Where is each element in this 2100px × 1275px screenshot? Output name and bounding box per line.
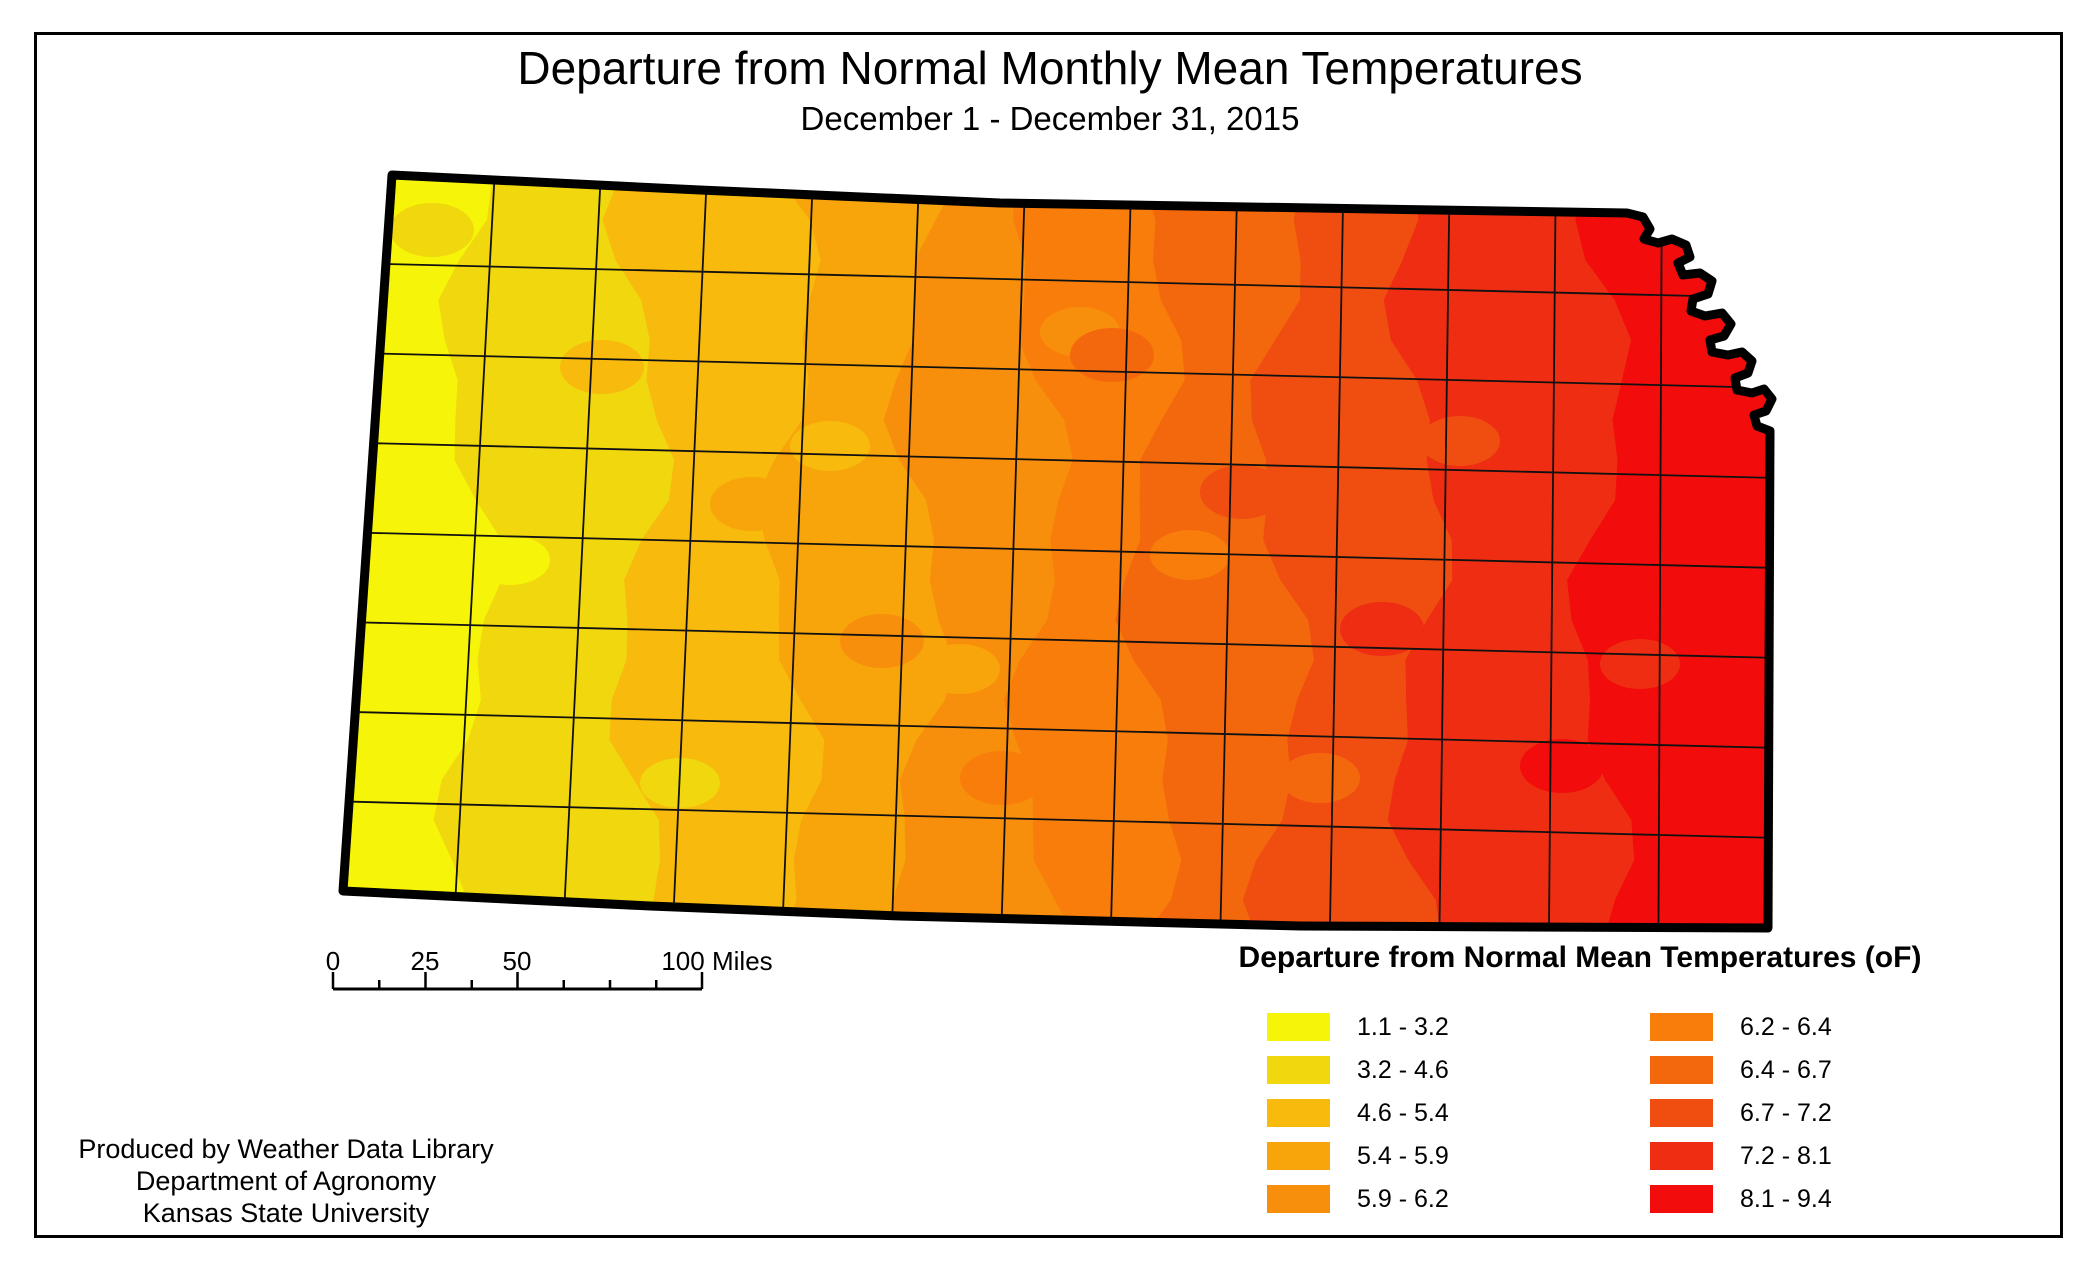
legend-item: 1.1 - 3.2 xyxy=(1267,1013,1449,1041)
legend-item: 5.9 - 6.2 xyxy=(1267,1185,1449,1213)
legend-range-label: 7.2 - 8.1 xyxy=(1740,1141,1832,1170)
legend-swatch xyxy=(1650,1013,1713,1041)
legend-range-label: 6.2 - 6.4 xyxy=(1740,1012,1832,1041)
legend-range-label: 6.7 - 7.2 xyxy=(1740,1098,1832,1127)
legend-item: 6.7 - 7.2 xyxy=(1650,1099,1832,1127)
page-frame xyxy=(34,32,2063,1238)
page-title: Departure from Normal Monthly Mean Tempe… xyxy=(517,42,1583,94)
legend-swatch xyxy=(1650,1185,1713,1213)
credit-line-1: Produced by Weather Data Library xyxy=(78,1134,494,1164)
legend-item: 7.2 - 8.1 xyxy=(1650,1142,1832,1170)
legend-item: 6.2 - 6.4 xyxy=(1650,1013,1832,1041)
page-subtitle: December 1 - December 31, 2015 xyxy=(800,100,1300,137)
legend-item: 4.6 - 5.4 xyxy=(1267,1099,1449,1127)
legend-column-left: 1.1 - 3.2 3.2 - 4.6 4.6 - 5.4 5.4 - 5.9 … xyxy=(1267,1013,1449,1228)
scale-label-50: 50 xyxy=(502,946,532,976)
legend-swatch xyxy=(1267,1056,1330,1084)
legend-range-label: 6.4 - 6.7 xyxy=(1740,1055,1832,1084)
legend-swatch xyxy=(1650,1142,1713,1170)
legend-range-label: 5.9 - 6.2 xyxy=(1357,1184,1449,1213)
credit-line-3: Kansas State University xyxy=(142,1198,430,1228)
legend-item: 8.1 - 9.4 xyxy=(1650,1185,1832,1213)
legend-range-label: 8.1 - 9.4 xyxy=(1740,1184,1832,1213)
county-boundary-lines xyxy=(343,175,1772,928)
legend-item: 3.2 - 4.6 xyxy=(1267,1056,1449,1084)
legend-title: Departure from Normal Mean Temperatures … xyxy=(1238,941,1922,974)
legend-swatch xyxy=(1267,1013,1330,1041)
scale-label-25: 25 xyxy=(410,946,440,976)
scale-label-0: 0 xyxy=(325,946,341,976)
scale-bar-ticks xyxy=(331,972,704,991)
credit-line-2: Department of Agronomy xyxy=(135,1166,437,1196)
legend-item: 5.4 - 5.9 xyxy=(1267,1142,1449,1170)
temperature-bands xyxy=(433,175,1772,928)
scale-label-100-miles: 100 Miles xyxy=(661,946,772,977)
legend-range-label: 1.1 - 3.2 xyxy=(1357,1012,1449,1041)
legend-swatch xyxy=(1650,1099,1713,1127)
legend-swatch xyxy=(1267,1142,1330,1170)
legend-swatch xyxy=(1267,1185,1330,1213)
credits: Produced by Weather Data Library Departm… xyxy=(40,1133,532,1229)
legend: Departure from Normal Mean Temperatures … xyxy=(1190,941,1970,1251)
legend-range-label: 4.6 - 5.4 xyxy=(1357,1098,1449,1127)
legend-range-label: 3.2 - 4.6 xyxy=(1357,1055,1449,1084)
scale-label-100: 100 xyxy=(661,946,705,976)
temperature-surface xyxy=(343,175,1772,928)
legend-column-right: 6.2 - 6.4 6.4 - 6.7 6.7 - 7.2 7.2 - 8.1 … xyxy=(1650,1013,1832,1228)
legend-range-label: 5.4 - 5.9 xyxy=(1357,1141,1449,1170)
scale-unit-label: Miles xyxy=(711,946,773,976)
legend-item: 6.4 - 6.7 xyxy=(1650,1056,1832,1084)
legend-swatch xyxy=(1650,1056,1713,1084)
legend-swatch xyxy=(1267,1099,1330,1127)
